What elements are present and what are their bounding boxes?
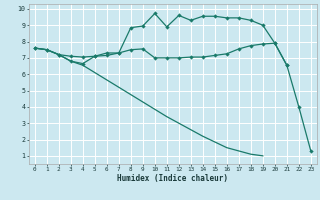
X-axis label: Humidex (Indice chaleur): Humidex (Indice chaleur) <box>117 174 228 183</box>
